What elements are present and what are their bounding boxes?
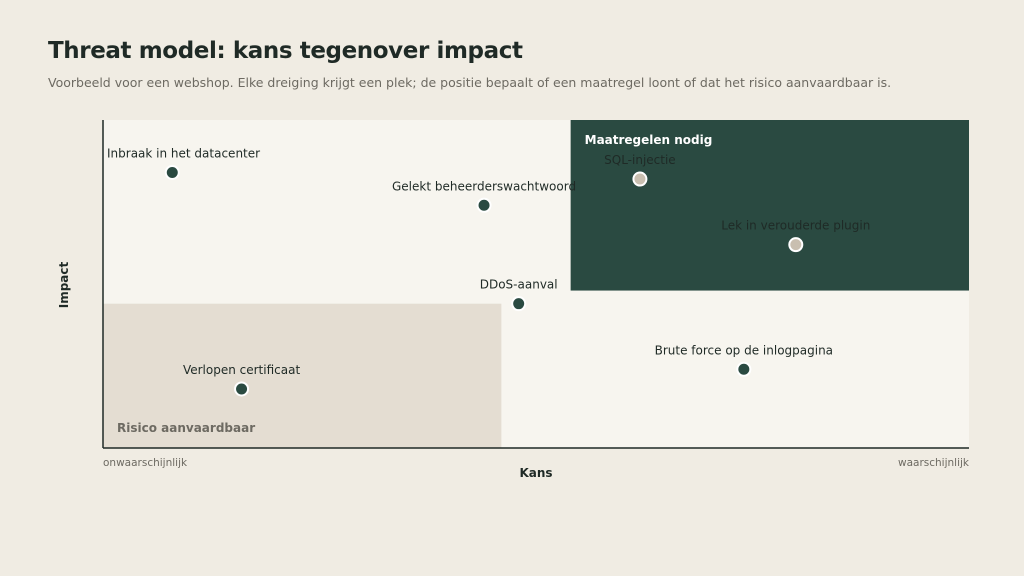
data-point-brute-force-op-de-inlogpagina (736, 361, 752, 377)
data-label: Inbraak in het datacenter (107, 146, 260, 160)
zone-label: Risico aanvaardbaar (117, 421, 255, 435)
zone-maatregelen-nodig (570, 120, 969, 291)
x-tick-label: onwaarschijnlijk (103, 457, 188, 469)
data-point-gelekt-beheerderswachtwoord (476, 197, 492, 213)
data-label: Verlopen certificaat (183, 363, 301, 377)
points-layer: Inbraak in het datacenter Gelekt beheerde… (107, 146, 870, 397)
data-label: Brute force op de inlogpagina (655, 343, 833, 357)
data-point-ddos-aanval (511, 296, 527, 312)
data-label: DDoS-aanval (480, 278, 558, 292)
page-title: Threat model: kans tegenover impact (48, 38, 523, 64)
data-point-lek-in-verouderde-plugin (788, 237, 804, 253)
zones-layer: Maatregelen nodig Risico aanvaardbaar (103, 120, 969, 448)
x-axis-title: Kans (519, 466, 552, 480)
x-tick-label: waarschijnlijk (898, 457, 970, 469)
data-label: Lek in verouderde plugin (721, 219, 870, 233)
ticks-layer: onwaarschijnlijk waarschijnlijk (103, 457, 970, 469)
page-subtitle: Voorbeeld voor een webshop. Elke dreigin… (48, 75, 892, 90)
data-point-sql-injectie (632, 171, 648, 187)
zone-label: Maatregelen nodig (585, 133, 713, 147)
data-label: SQL-injectie (604, 153, 676, 167)
data-point-verlopen-certificaat (234, 381, 250, 397)
data-label: Gelekt beheerderswachtwoord (392, 179, 576, 193)
data-point-inbraak-in-het-datacenter (164, 164, 180, 180)
y-axis-title: Impact (57, 261, 71, 308)
zone-risico-aanvaardbaar (103, 303, 502, 448)
